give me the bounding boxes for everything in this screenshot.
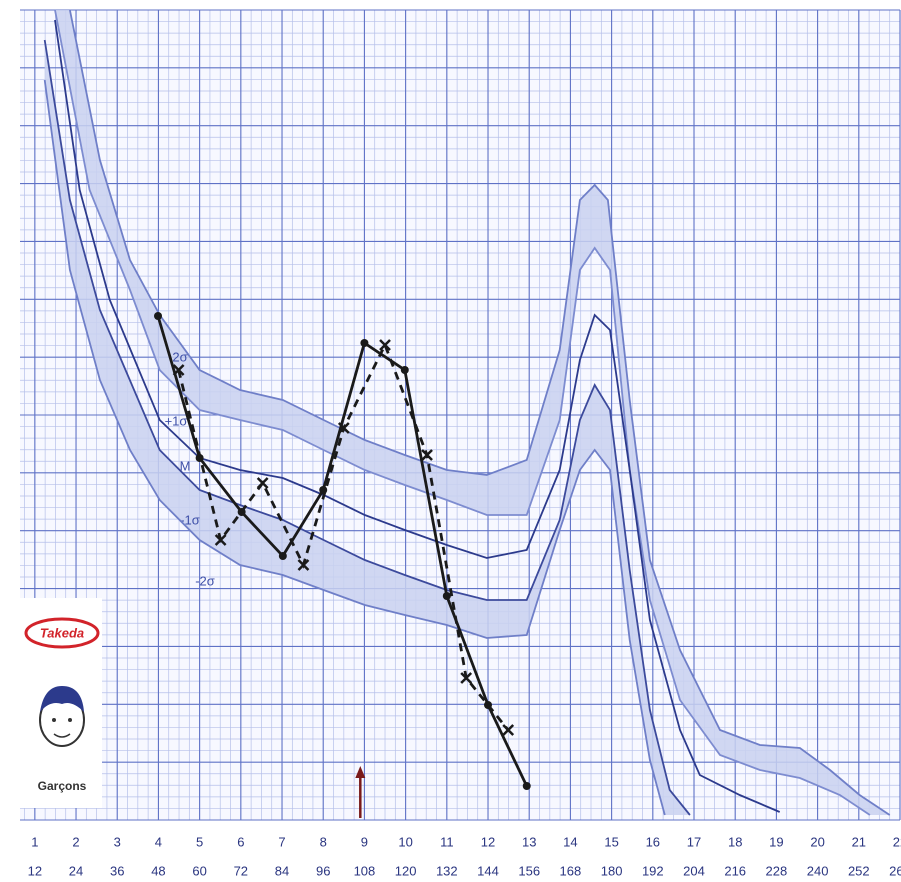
patient-line xyxy=(156,315,528,787)
x-tick-label: 17 xyxy=(687,834,701,849)
x-month-label: 60 xyxy=(192,863,206,878)
point xyxy=(297,559,310,571)
reference-line xyxy=(43,79,666,816)
logo-oval xyxy=(24,617,100,649)
x-tick-label: 13 xyxy=(522,834,536,849)
x-tick-label: 9 xyxy=(361,834,368,849)
x-tick-label: 19 xyxy=(769,834,783,849)
x-month-label: 120 xyxy=(395,863,417,878)
x-tick-label: 22 xyxy=(893,834,901,849)
x-month-label: 204 xyxy=(683,863,705,878)
reference-line xyxy=(54,9,871,816)
x-month-label: 156 xyxy=(518,863,540,878)
boy-icon xyxy=(39,686,85,747)
logo-text: Takeda xyxy=(40,625,84,640)
point xyxy=(400,366,409,374)
x-tick-label: 3 xyxy=(114,834,121,849)
x-tick-label: 21 xyxy=(852,834,866,849)
x-month-label: 84 xyxy=(275,863,289,878)
point xyxy=(154,312,163,320)
point xyxy=(278,552,287,560)
x-month-label: 12 xyxy=(28,863,42,878)
logo-panel: Takeda Garçons xyxy=(20,598,102,808)
x-month-label: 108 xyxy=(354,863,376,878)
x-axis: 1122243364485606727848969108101201113212… xyxy=(28,766,901,878)
reference-line xyxy=(54,19,781,813)
x-tick-label: 15 xyxy=(604,834,618,849)
x-month-label: 228 xyxy=(766,863,788,878)
point xyxy=(172,364,185,376)
x-tick-label: 16 xyxy=(646,834,660,849)
x-month-label: 144 xyxy=(477,863,499,878)
x-tick-label: 18 xyxy=(728,834,742,849)
x-tick-label: 7 xyxy=(278,834,285,849)
x-tick-label: 6 xyxy=(237,834,244,849)
x-tick-label: 10 xyxy=(398,834,412,849)
point xyxy=(522,782,531,790)
series-label: M xyxy=(180,458,191,473)
series-label: +1σ xyxy=(165,413,188,428)
x-tick-label: 8 xyxy=(320,834,327,849)
x-month-label: 192 xyxy=(642,863,664,878)
x-month-label: 48 xyxy=(151,863,165,878)
x-tick-label: 12 xyxy=(481,834,495,849)
point xyxy=(421,449,433,461)
point xyxy=(360,339,369,347)
x-month-label: 168 xyxy=(560,863,582,878)
x-month-label: 72 xyxy=(234,863,248,878)
x-tick-label: 11 xyxy=(440,834,454,849)
band-area xyxy=(44,40,690,815)
x-month-label: 264 xyxy=(889,863,901,878)
lines: 2σ +1σ M -1σ -2σ xyxy=(43,9,891,816)
caption: Garçons xyxy=(38,779,87,793)
reference-line xyxy=(69,9,891,816)
x-month-label: 24 xyxy=(69,863,83,878)
x-month-label: 180 xyxy=(601,863,623,878)
bands xyxy=(44,10,890,815)
point xyxy=(256,477,269,489)
point xyxy=(460,672,473,684)
point xyxy=(379,339,391,351)
x-month-label: 96 xyxy=(316,863,330,878)
x-tick-label: 4 xyxy=(155,834,162,849)
x-tick-label: 1 xyxy=(31,834,38,849)
point xyxy=(502,724,515,736)
band-area xyxy=(55,10,890,815)
x-month-label: 252 xyxy=(848,863,870,878)
x-month-label: 216 xyxy=(724,863,746,878)
x-month-label: 240 xyxy=(807,863,829,878)
x-tick-label: 5 xyxy=(196,834,203,849)
series-label: -2σ xyxy=(195,573,215,588)
x-month-label: 132 xyxy=(436,863,458,878)
point xyxy=(214,534,227,546)
age-arrow-head xyxy=(355,766,366,778)
x-tick-label: 2 xyxy=(72,834,79,849)
x-tick-label: 14 xyxy=(563,834,577,849)
point xyxy=(442,592,451,600)
point xyxy=(337,422,350,434)
x-tick-label: 20 xyxy=(810,834,824,849)
series-label: 2σ xyxy=(172,349,187,364)
series-label: -1σ xyxy=(180,512,200,527)
x-month-label: 36 xyxy=(110,863,124,878)
